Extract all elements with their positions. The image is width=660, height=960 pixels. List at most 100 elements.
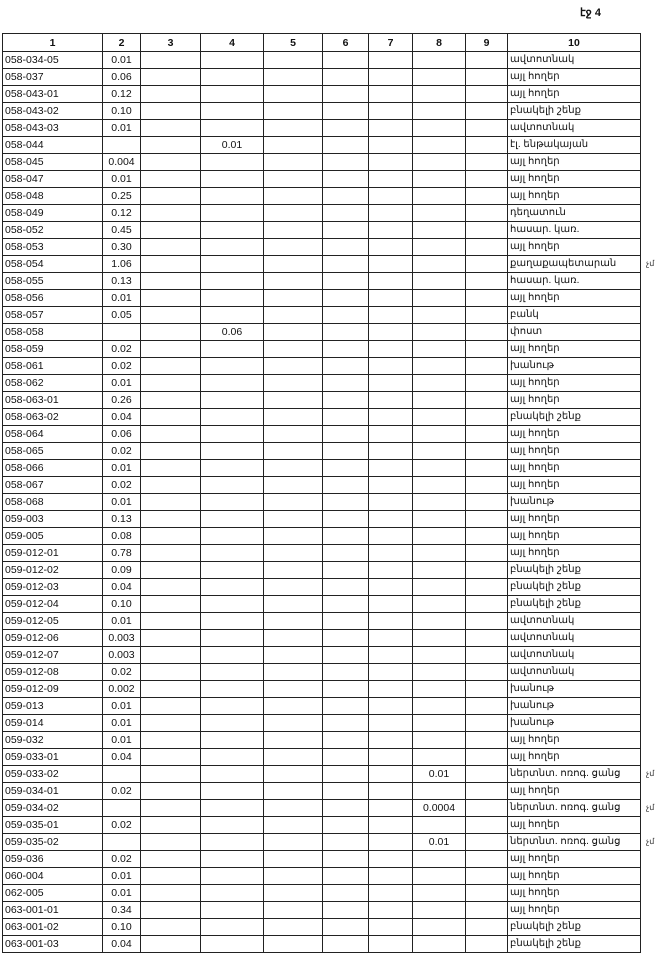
empty-cell	[140, 85, 201, 103]
area-col-8	[412, 170, 466, 188]
empty-cell	[465, 306, 508, 324]
table-row: 058-043-03 0.01 ավտոտնակ	[2, 119, 641, 137]
land-use: այլ հողեր	[510, 173, 560, 184]
empty-cell	[140, 510, 201, 528]
empty-cell	[465, 527, 508, 545]
table-row: 059-013 0.01 խանութ	[2, 697, 641, 715]
empty-cell	[140, 493, 201, 511]
land-use-cell: այլ հողեր	[507, 459, 641, 477]
column-header-4: 4	[200, 33, 264, 52]
land-use: դեղատուն	[510, 207, 566, 218]
empty-cell	[140, 561, 201, 579]
land-use-cell: այլ հողեր	[507, 850, 641, 868]
empty-cell	[368, 476, 413, 494]
empty-cell	[368, 748, 413, 766]
empty-cell	[368, 697, 413, 715]
empty-cell	[322, 323, 369, 341]
area-col-2: 0.02	[102, 782, 141, 800]
area-col-4	[200, 612, 264, 630]
area-col-2: 0.30	[102, 238, 141, 256]
parcel-code: 062-005	[2, 884, 103, 902]
area-col-4	[200, 425, 264, 443]
empty-cell	[140, 255, 201, 273]
empty-cell	[263, 102, 323, 120]
empty-cell	[465, 714, 508, 732]
parcel-code: 059-034-02	[2, 799, 103, 817]
parcel-code: 058-034-05	[2, 51, 103, 69]
empty-cell	[465, 425, 508, 443]
area-col-2: 0.01	[102, 714, 141, 732]
empty-cell	[140, 680, 201, 698]
empty-cell	[465, 476, 508, 494]
area-col-4	[200, 408, 264, 426]
empty-cell	[465, 391, 508, 409]
empty-cell	[368, 663, 413, 681]
empty-cell	[368, 833, 413, 851]
empty-cell	[322, 272, 369, 290]
table-row: 058-062 0.01 այլ հողեր	[2, 374, 641, 392]
area-col-4	[200, 170, 264, 188]
area-col-2: 0.02	[102, 476, 141, 494]
empty-cell	[322, 221, 369, 239]
land-use-cell: այլ հողեր	[507, 289, 641, 307]
land-use: խանութ	[510, 496, 554, 507]
land-use: այլ հողեր	[510, 904, 560, 915]
empty-cell	[263, 816, 323, 834]
land-use-cell: ավտոտնակ	[507, 629, 641, 647]
land-use-cell: փոստ	[507, 323, 641, 341]
table-row: 058-065 0.02 այլ հողեր	[2, 442, 641, 460]
area-col-4	[200, 391, 264, 409]
parcel-code: 059-032	[2, 731, 103, 749]
land-use: այլ հողեր	[510, 88, 560, 99]
empty-cell	[263, 68, 323, 86]
land-use-cell: խանութ	[507, 680, 641, 698]
parcel-code: 058-045	[2, 153, 103, 171]
land-use: ավտոտնակ	[510, 615, 575, 626]
table-row: 059-012-04 0.10 բնակելի շենք	[2, 595, 641, 613]
empty-cell	[263, 578, 323, 596]
area-col-8	[412, 68, 466, 86]
empty-cell	[368, 408, 413, 426]
empty-cell	[140, 119, 201, 137]
empty-cell	[140, 731, 201, 749]
empty-cell	[140, 782, 201, 800]
empty-cell	[465, 340, 508, 358]
area-col-4	[200, 272, 264, 290]
land-use-cell: խանութ	[507, 697, 641, 715]
area-col-4: 0.06	[200, 323, 264, 341]
parcel-code: 059-035-02	[2, 833, 103, 851]
table-row: 059-003 0.13 այլ հողեր	[2, 510, 641, 528]
empty-cell	[263, 714, 323, 732]
empty-cell	[263, 459, 323, 477]
empty-cell	[465, 221, 508, 239]
table-row: 059-012-09 0.002 խանութ	[2, 680, 641, 698]
empty-cell	[322, 731, 369, 749]
table-row: 058-056 0.01 այլ հողեր	[2, 289, 641, 307]
margin-note: չմ	[646, 259, 655, 268]
land-use-cell: այլ հողեր	[507, 510, 641, 528]
land-use: այլ հողեր	[510, 71, 560, 82]
table-row: 059-033-02 0.01 ներտնտ. ոռոգ. ցանց չմ	[2, 765, 654, 783]
empty-cell	[263, 187, 323, 205]
empty-cell	[465, 748, 508, 766]
parcel-code: 058-067	[2, 476, 103, 494]
parcel-code: 058-064	[2, 425, 103, 443]
empty-cell	[465, 459, 508, 477]
land-use: փոստ	[510, 326, 543, 337]
parcel-code: 059-036	[2, 850, 103, 868]
empty-cell	[368, 816, 413, 834]
land-use: այլ հողեր	[510, 462, 560, 473]
area-col-2: 0.01	[102, 289, 141, 307]
empty-cell	[368, 136, 413, 154]
land-use: այլ հողեր	[510, 156, 560, 167]
empty-cell	[465, 561, 508, 579]
empty-cell	[465, 170, 508, 188]
table-row: 058-063-01 0.26 այլ հողեր	[2, 391, 641, 409]
empty-cell	[322, 867, 369, 885]
parcel-code: 058-053	[2, 238, 103, 256]
empty-cell	[322, 68, 369, 86]
empty-cell	[140, 340, 201, 358]
empty-cell	[322, 612, 369, 630]
area-col-2: 0.003	[102, 646, 141, 664]
empty-cell	[140, 833, 201, 851]
